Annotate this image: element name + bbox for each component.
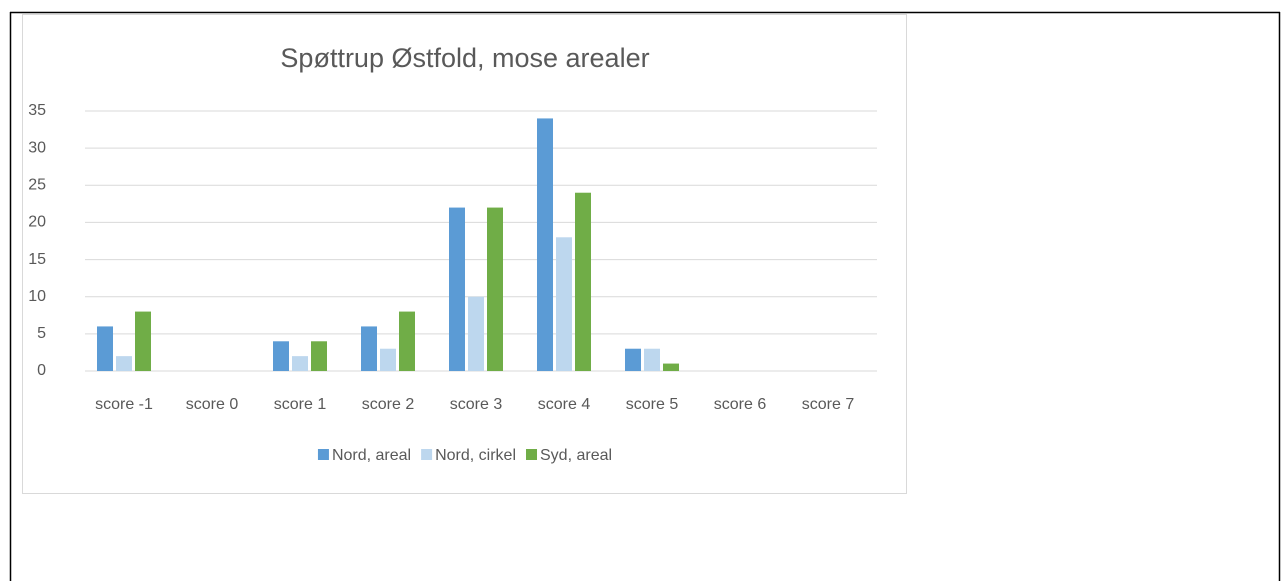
x-tick-label: score 2 <box>362 396 415 413</box>
x-tick-label: score 1 <box>274 396 327 413</box>
legend-swatch <box>317 449 329 460</box>
bar <box>663 363 679 371</box>
bar <box>380 348 396 371</box>
y-tick-label: 5 <box>37 325 46 342</box>
x-tick-label: score 3 <box>450 396 503 413</box>
bar <box>116 356 132 371</box>
bar <box>625 348 641 371</box>
bar <box>292 356 308 371</box>
bar <box>399 311 415 371</box>
y-tick-label: 25 <box>28 177 46 194</box>
legend-swatch <box>421 449 433 460</box>
chart-title: Spøttrup Østfold, mose arealer <box>280 43 649 73</box>
bar <box>644 348 660 371</box>
bar <box>468 296 484 371</box>
y-tick-label: 30 <box>28 139 46 156</box>
bar <box>487 207 503 371</box>
y-tick-label: 0 <box>37 362 46 379</box>
bar <box>575 192 591 371</box>
bar <box>97 326 113 371</box>
legend-swatch <box>526 449 538 460</box>
legend-label: Syd, areal <box>540 447 612 464</box>
x-tick-label: score 6 <box>714 396 767 413</box>
legend-label: Nord, areal <box>332 447 411 464</box>
y-tick-label: 20 <box>28 214 46 231</box>
legend-label: Nord, cirkel <box>435 447 516 464</box>
bar <box>556 237 572 371</box>
bar <box>449 207 465 371</box>
x-tick-label: score -1 <box>95 396 153 413</box>
bar <box>311 341 327 371</box>
y-tick-label: 10 <box>28 288 46 305</box>
bar <box>361 326 377 371</box>
x-tick-label: score 7 <box>802 396 855 413</box>
bar <box>537 118 553 371</box>
y-tick-label: 15 <box>28 251 46 268</box>
bar <box>273 341 289 371</box>
x-tick-label: score 0 <box>186 396 239 413</box>
bar <box>135 311 151 371</box>
x-tick-label: score 4 <box>538 396 591 413</box>
y-tick-label: 35 <box>28 102 46 119</box>
x-tick-label: score 5 <box>626 396 679 413</box>
